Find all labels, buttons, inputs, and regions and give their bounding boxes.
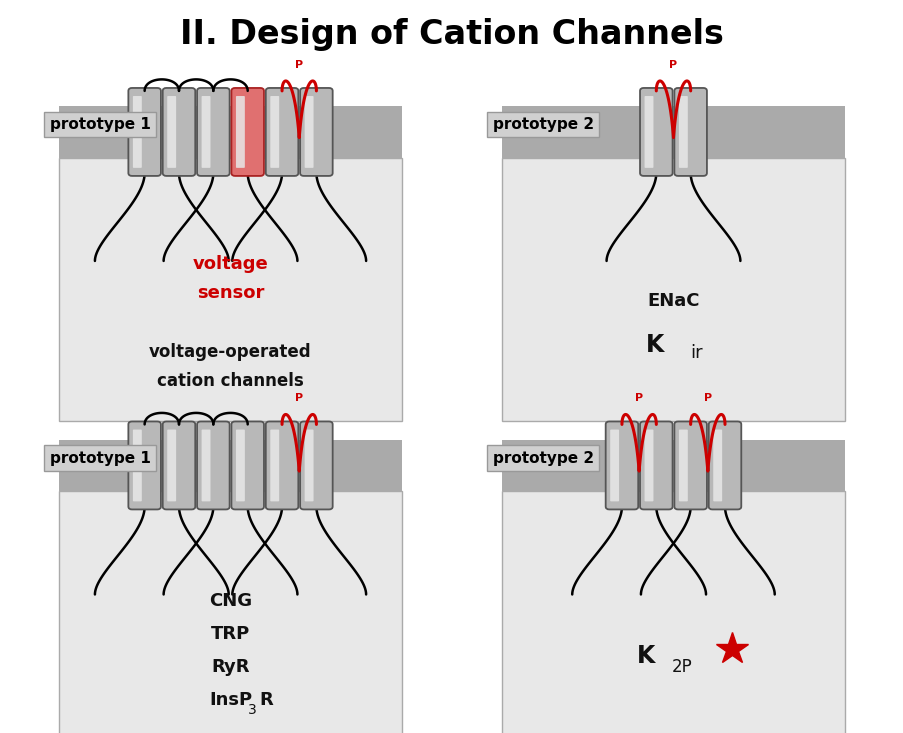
Text: K: K [646,333,664,356]
FancyBboxPatch shape [678,430,687,501]
FancyBboxPatch shape [610,430,619,501]
Text: P: P [295,393,303,403]
Text: prototype 1: prototype 1 [50,117,151,132]
Text: InsP: InsP [209,691,252,709]
Text: RyR: RyR [211,658,249,676]
Text: 3: 3 [247,702,256,717]
FancyBboxPatch shape [201,96,210,168]
Text: II. Design of Cation Channels: II. Design of Cation Channels [180,18,723,51]
FancyBboxPatch shape [674,421,706,509]
FancyBboxPatch shape [644,430,653,501]
Text: P: P [669,59,676,70]
Text: voltage: voltage [192,255,268,273]
FancyBboxPatch shape [605,421,638,509]
Text: R: R [259,691,273,709]
Text: cation channels: cation channels [157,372,303,390]
Bar [501,440,844,491]
FancyBboxPatch shape [133,96,142,168]
FancyBboxPatch shape [231,421,264,509]
Bar [501,491,844,733]
FancyBboxPatch shape [236,430,245,501]
FancyBboxPatch shape [133,430,142,501]
FancyBboxPatch shape [300,421,332,509]
FancyBboxPatch shape [674,88,706,176]
FancyBboxPatch shape [231,88,264,176]
FancyBboxPatch shape [265,421,298,509]
FancyBboxPatch shape [201,430,210,501]
FancyBboxPatch shape [708,421,740,509]
FancyBboxPatch shape [167,96,176,168]
FancyBboxPatch shape [197,421,229,509]
Text: prototype 2: prototype 2 [492,451,593,465]
Text: P: P [635,393,642,403]
FancyBboxPatch shape [163,88,195,176]
FancyBboxPatch shape [678,96,687,168]
FancyBboxPatch shape [304,430,313,501]
Text: ENaC: ENaC [647,292,699,309]
Bar [59,440,402,491]
FancyBboxPatch shape [128,88,161,176]
Bar [59,106,402,158]
Text: sensor: sensor [197,284,264,302]
FancyBboxPatch shape [644,96,653,168]
FancyBboxPatch shape [167,430,176,501]
FancyBboxPatch shape [304,96,313,168]
Bar [59,158,402,421]
Text: prototype 1: prototype 1 [50,451,151,465]
Bar [501,106,844,158]
FancyBboxPatch shape [163,421,195,509]
Text: 2P: 2P [672,658,692,676]
FancyBboxPatch shape [128,421,161,509]
Text: TRP: TRP [210,625,250,643]
FancyBboxPatch shape [265,88,298,176]
Text: K: K [637,644,655,668]
FancyBboxPatch shape [639,88,672,176]
FancyBboxPatch shape [300,88,332,176]
Text: CNG: CNG [209,592,252,610]
FancyBboxPatch shape [270,96,279,168]
Text: P: P [703,393,711,403]
FancyBboxPatch shape [197,88,229,176]
FancyBboxPatch shape [236,96,245,168]
Text: ir: ir [689,345,702,362]
FancyBboxPatch shape [270,430,279,501]
Text: voltage-operated: voltage-operated [149,343,312,361]
Bar [501,158,844,421]
FancyBboxPatch shape [712,430,721,501]
FancyBboxPatch shape [639,421,672,509]
Bar [59,491,402,733]
Text: P: P [295,59,303,70]
Text: prototype 2: prototype 2 [492,117,593,132]
